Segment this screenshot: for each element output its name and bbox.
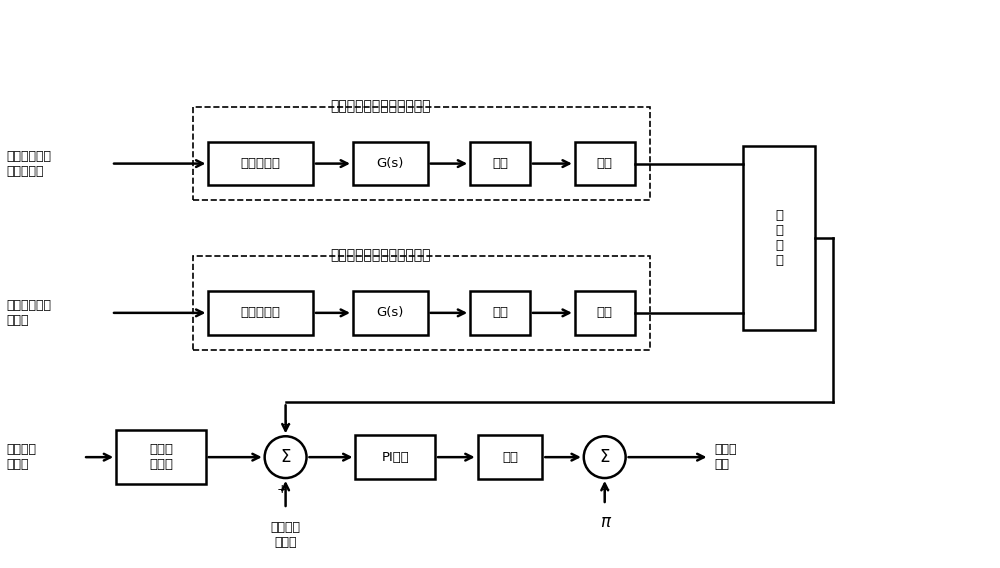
FancyBboxPatch shape <box>355 435 435 479</box>
Text: +: + <box>276 483 287 496</box>
FancyBboxPatch shape <box>116 431 206 484</box>
Text: 带通滤波器: 带通滤波器 <box>241 157 281 170</box>
Text: 增益: 增益 <box>492 306 508 319</box>
Text: 选
择
环
节: 选 择 环 节 <box>775 209 783 267</box>
FancyBboxPatch shape <box>353 141 428 186</box>
Text: 整流侧换流母
线频率偏差: 整流侧换流母 线频率偏差 <box>6 149 51 178</box>
Text: 一阶惯
性环节: 一阶惯 性环节 <box>149 443 173 471</box>
FancyBboxPatch shape <box>575 141 635 186</box>
Text: −: − <box>247 450 260 465</box>
Text: −: − <box>566 450 579 465</box>
Text: 直流电流
测量值: 直流电流 测量值 <box>6 443 36 471</box>
FancyBboxPatch shape <box>353 291 428 335</box>
Text: 汽轮机轴系转
速偏差: 汽轮机轴系转 速偏差 <box>6 299 51 327</box>
FancyBboxPatch shape <box>743 146 815 330</box>
Text: 带通滤波器: 带通滤波器 <box>241 306 281 319</box>
Text: G(s): G(s) <box>377 306 404 319</box>
Text: $\Sigma$: $\Sigma$ <box>599 448 610 466</box>
FancyBboxPatch shape <box>208 141 313 186</box>
Text: 增益: 增益 <box>492 157 508 170</box>
Text: 限幅: 限幅 <box>502 450 518 463</box>
Text: +: + <box>599 483 610 496</box>
Circle shape <box>584 436 626 478</box>
Text: 限幅: 限幅 <box>597 306 613 319</box>
Circle shape <box>265 436 307 478</box>
FancyBboxPatch shape <box>470 141 530 186</box>
FancyBboxPatch shape <box>470 291 530 335</box>
FancyBboxPatch shape <box>208 291 313 335</box>
Text: π: π <box>600 513 610 531</box>
FancyBboxPatch shape <box>478 435 542 479</box>
Text: 直流触
发角: 直流触 发角 <box>714 443 737 471</box>
Text: G(s): G(s) <box>377 157 404 170</box>
Text: 风电机组次同步阻尼控制器: 风电机组次同步阻尼控制器 <box>330 99 431 113</box>
Text: +: + <box>280 418 291 431</box>
Text: $\Sigma$: $\Sigma$ <box>280 448 291 466</box>
Text: 直流电流
整定值: 直流电流 整定值 <box>271 521 301 549</box>
Text: PI环节: PI环节 <box>381 450 409 463</box>
Text: 火电机组次同步阻尼控制器: 火电机组次同步阻尼控制器 <box>330 248 431 262</box>
Text: 限幅: 限幅 <box>597 157 613 170</box>
FancyBboxPatch shape <box>575 291 635 335</box>
